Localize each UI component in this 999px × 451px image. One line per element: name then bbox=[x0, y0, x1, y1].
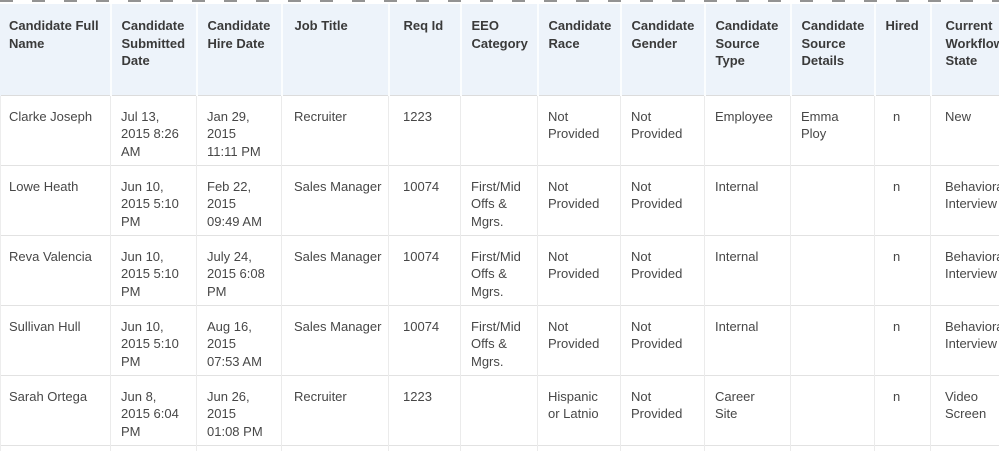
table-cell: 1223 bbox=[388, 374, 461, 445]
table-cell: Internal bbox=[704, 164, 791, 235]
table-cell: 10074 bbox=[388, 164, 461, 235]
table-cell: Not Provided bbox=[537, 304, 621, 375]
table-cell: First/Mid Offs & Mgrs. bbox=[460, 164, 538, 235]
table-cell bbox=[281, 444, 389, 451]
column-header-req-id: Req Id bbox=[388, 4, 462, 95]
table-cell: Sullivan Hull bbox=[0, 304, 111, 375]
table-row: Sullivan Hull Jun 10, 2015 5:10 PM Aug 16,… bbox=[0, 304, 999, 375]
table-cell: First/Mid Offs & Mgrs. bbox=[460, 304, 538, 375]
table-cell: Employee bbox=[704, 94, 791, 165]
table-cell: July 24, 2015 6:08 PM bbox=[196, 234, 282, 305]
table-row: Clarke Joseph Jul 13, 2015 8:26 AM Jan 29,… bbox=[0, 94, 999, 165]
table-cell: Not Provided bbox=[620, 304, 705, 375]
table-cell: Jun 8, 2015 6:04 PM bbox=[110, 374, 197, 445]
table-cell: Jul 13, 2015 8:26 AM bbox=[110, 94, 197, 165]
table-cell: Sales Manager bbox=[281, 234, 389, 305]
table-row: Sarah Ortega Jun 8, 2015 6:04 PM Jun 26, 2… bbox=[0, 374, 999, 445]
table-cell: n bbox=[874, 164, 931, 235]
table-cell: New bbox=[930, 94, 999, 165]
table-cell: Not Provided bbox=[537, 164, 621, 235]
table-cell: Emma Ploy bbox=[790, 94, 875, 165]
table-cell: n bbox=[874, 234, 931, 305]
column-header-candidate-full-name: Candidate Full Name bbox=[0, 4, 112, 95]
table-cell bbox=[790, 304, 875, 375]
table-header-row: Candidate Full Name Candidate Submitted … bbox=[0, 4, 999, 95]
table-cell: Aug 16, 2015 07:53 AM bbox=[196, 304, 282, 375]
column-header-candidate-source-type: Candidate Source Type bbox=[704, 4, 792, 95]
candidates-table: Candidate Full Name Candidate Submitted … bbox=[0, 4, 999, 451]
table-cell: Recruiter bbox=[281, 374, 389, 445]
table-row: Reva Valencia Jun 10, 2015 5:10 PM July 24… bbox=[0, 234, 999, 305]
table-cell: Not Provided bbox=[537, 234, 621, 305]
table-cell bbox=[704, 444, 791, 451]
table-cell: First/Mid Offs & Mgrs. bbox=[460, 234, 538, 305]
table-cell bbox=[460, 94, 538, 165]
table-cell: 10074 bbox=[388, 304, 461, 375]
table-cell: Not Provided bbox=[620, 374, 705, 445]
table-cell bbox=[930, 444, 999, 451]
table-cell: n bbox=[874, 374, 931, 445]
column-header-candidate-gender: Candidate Gender bbox=[620, 4, 706, 95]
column-header-eeo-category: EEO Category bbox=[460, 4, 539, 95]
table-cell bbox=[620, 444, 705, 451]
table-cell: Clarke Joseph bbox=[0, 94, 111, 165]
table-cell bbox=[196, 444, 282, 451]
table-cell bbox=[790, 374, 875, 445]
table-cell: Sales Manager bbox=[281, 164, 389, 235]
table-cell: Career Site bbox=[704, 374, 791, 445]
table-cell: Behavioral Interview bbox=[930, 164, 999, 235]
column-header-candidate-submitted-date: Candidate Submitted Date bbox=[110, 4, 198, 95]
table-cell: n bbox=[874, 304, 931, 375]
table-cell bbox=[460, 444, 538, 451]
table-cell bbox=[790, 164, 875, 235]
column-header-candidate-source-details: Candidate Source Details bbox=[790, 4, 876, 95]
table-cell bbox=[537, 444, 621, 451]
table-cell: Not Provided bbox=[620, 164, 705, 235]
table-cell: 1223 bbox=[388, 94, 461, 165]
column-header-current-workflow-state: Current Workflow State bbox=[930, 4, 999, 95]
column-header-job-title: Job Title bbox=[281, 4, 390, 95]
table-cell: Recruiter bbox=[281, 94, 389, 165]
table-cell: Jun 10, 2015 5:10 PM bbox=[110, 234, 197, 305]
table-cell: Lowe Heath bbox=[0, 164, 111, 235]
table-cell: Sarah Ortega bbox=[0, 374, 111, 445]
clipped-content-strip bbox=[0, 0, 999, 2]
table-row-partial bbox=[0, 444, 999, 451]
table-cell: Jun 26, 2015 01:08 PM bbox=[196, 374, 282, 445]
table-cell: Not Provided bbox=[537, 94, 621, 165]
table-header: Candidate Full Name Candidate Submitted … bbox=[0, 4, 999, 95]
table-cell bbox=[790, 234, 875, 305]
table-cell: Sales Manager bbox=[281, 304, 389, 375]
column-header-candidate-hire-date: Candidate Hire Date bbox=[196, 4, 283, 95]
table-cell: Not Provided bbox=[620, 234, 705, 305]
table-cell: Jun 10, 2015 5:10 PM bbox=[110, 164, 197, 235]
table-row: Lowe Heath Jun 10, 2015 5:10 PM Feb 22, 20… bbox=[0, 164, 999, 235]
table-cell: Jun 10, 2015 5:10 PM bbox=[110, 304, 197, 375]
table-cell bbox=[110, 444, 197, 451]
table-cell: Jan 29, 2015 11:11 PM bbox=[196, 94, 282, 165]
table-cell bbox=[0, 444, 111, 451]
table-cell bbox=[460, 374, 538, 445]
table-cell bbox=[874, 444, 931, 451]
table-cell: Video Screen bbox=[930, 374, 999, 445]
table-cell bbox=[388, 444, 461, 451]
table-cell: Behavioral Interview bbox=[930, 234, 999, 305]
table-cell: n bbox=[874, 94, 931, 165]
column-header-candidate-race: Candidate Race bbox=[537, 4, 622, 95]
table-cell: Internal bbox=[704, 234, 791, 305]
column-header-hired: Hired bbox=[874, 4, 932, 95]
table-cell: Internal bbox=[704, 304, 791, 375]
table-cell: Behavioral Interview bbox=[930, 304, 999, 375]
table-cell bbox=[790, 444, 875, 451]
table-body: Clarke Joseph Jul 13, 2015 8:26 AM Jan 29,… bbox=[0, 94, 999, 451]
table-cell: Hispanic or Latnio bbox=[537, 374, 621, 445]
table-cell: Feb 22, 2015 09:49 AM bbox=[196, 164, 282, 235]
table-cell: 10074 bbox=[388, 234, 461, 305]
table-cell: Reva Valencia bbox=[0, 234, 111, 305]
table-cell: Not Provided bbox=[620, 94, 705, 165]
